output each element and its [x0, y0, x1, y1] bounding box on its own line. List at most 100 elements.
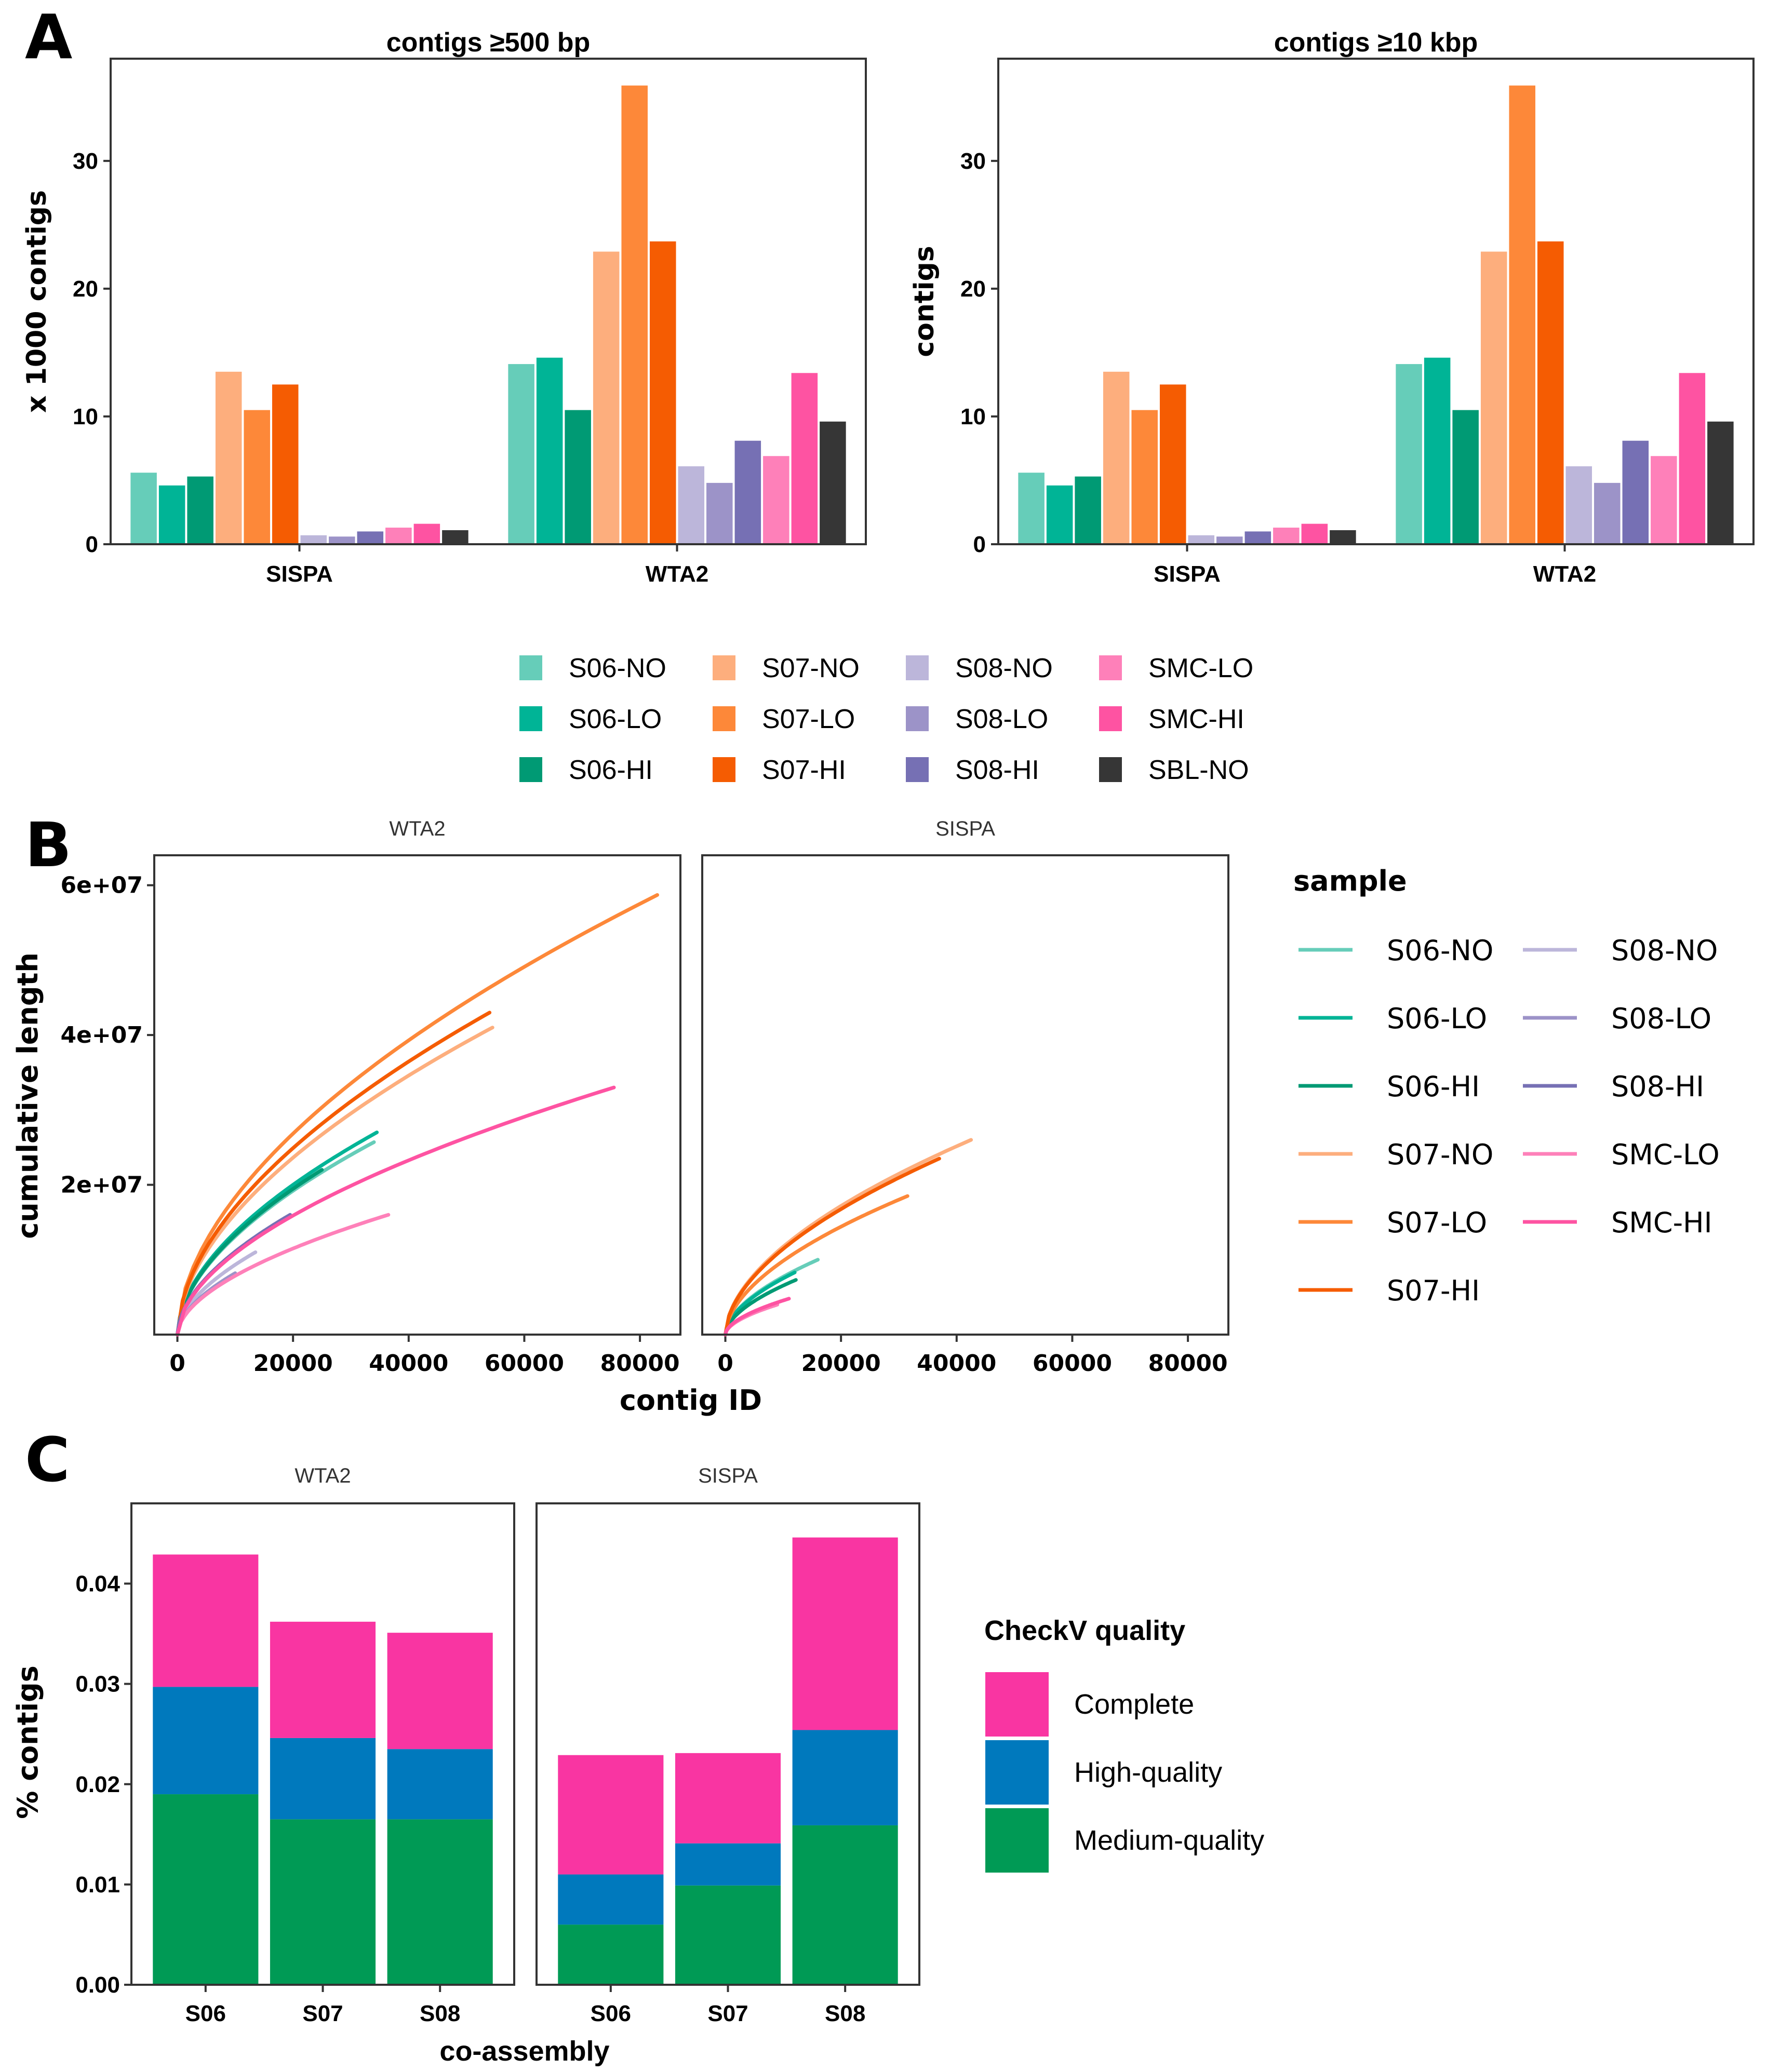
- bar-smc-hi-wta2: [791, 373, 818, 544]
- line-s08-no: [176, 1250, 258, 1337]
- bar-s08-hi-sispa: [1244, 531, 1271, 544]
- plot-frame: [110, 58, 867, 545]
- bar-segment-high-quality-s07: [675, 1843, 781, 1886]
- bar-smc-hi-sispa: [413, 523, 440, 544]
- bar-segment-complete-s08: [387, 1633, 493, 1750]
- y-tick-label: 2e+07: [60, 1172, 143, 1199]
- x-axis-label: co-assembly: [439, 2036, 609, 2067]
- y-tick-label: 0: [86, 532, 98, 557]
- x-tick-label: S06: [591, 2001, 631, 2026]
- legend-swatch-sbl-no: [1099, 757, 1122, 782]
- bar-segment-complete-s07: [675, 1753, 781, 1844]
- bar-segment-medium-quality-s07: [675, 1885, 781, 1985]
- x-tick-label: S07: [302, 2001, 343, 2026]
- x-tick-label: 80000: [1148, 1350, 1228, 1377]
- panel-label-c: C: [25, 1424, 70, 1496]
- bar-s08-lo-sispa: [1216, 536, 1243, 544]
- bar-sbl-no-wta2: [820, 421, 846, 544]
- y-tick-label: 0.04: [75, 1571, 120, 1597]
- bar-smc-hi-wta2: [1679, 373, 1706, 544]
- plot-frame: [536, 1502, 920, 1986]
- y-axis-label: x 1000 contigs: [21, 190, 52, 413]
- bar-s07-lo-sispa: [244, 410, 270, 544]
- legend-swatch-s08-lo: [906, 706, 929, 731]
- y-tick-label: 6e+07: [60, 872, 143, 899]
- facet-strip-title: WTA2: [389, 817, 445, 840]
- legend-swatch-high-quality: [985, 1740, 1049, 1805]
- legend-label: S06-HI: [1387, 1070, 1480, 1103]
- legend-label: S08-HI: [955, 755, 1039, 785]
- legend-swatch-s08-hi: [906, 757, 929, 782]
- bar-segment-medium-quality-s06: [558, 1925, 664, 1985]
- line-smc-hi: [176, 1085, 616, 1337]
- x-tick-label: 20000: [801, 1350, 881, 1377]
- legend-swatch-s06-no: [519, 655, 542, 680]
- bar-s06-lo-wta2: [1424, 357, 1451, 544]
- legend-label: S06-NO: [569, 653, 666, 683]
- bar-s07-no-wta2: [593, 251, 620, 545]
- bar-s08-no-sispa: [1188, 535, 1215, 544]
- legend-label: S08-HI: [1611, 1070, 1704, 1103]
- legend-label: High-quality: [1074, 1757, 1222, 1788]
- panel-label-a: A: [25, 1, 72, 73]
- line-s06-hi: [176, 1168, 324, 1337]
- panel-label-b: B: [25, 809, 72, 881]
- bar-s07-lo-sispa: [1131, 410, 1158, 544]
- legend-label: S07-HI: [762, 755, 846, 785]
- x-tick-label: S07: [707, 2001, 748, 2026]
- bar-s06-no-wta2: [508, 364, 534, 544]
- x-tick-label: 20000: [253, 1350, 333, 1377]
- y-tick-label: 20: [960, 276, 986, 302]
- y-tick-label: 0.03: [75, 1672, 120, 1697]
- legend-label: S06-NO: [1387, 934, 1493, 967]
- bar-segment-high-quality-s08: [792, 1730, 898, 1825]
- y-axis-label: % contigs: [11, 1665, 44, 1819]
- y-axis-label: contigs: [909, 246, 940, 357]
- bar-s07-lo-wta2: [621, 85, 648, 545]
- bar-s07-hi-sispa: [1159, 384, 1186, 544]
- legend-swatch-s07-lo: [713, 706, 735, 731]
- x-axis-label: contig ID: [620, 1384, 762, 1417]
- y-tick-label: 0.01: [75, 1872, 120, 1898]
- bar-smc-lo-sispa: [1273, 528, 1300, 544]
- bar-s07-hi-wta2: [649, 241, 676, 545]
- panel-title: contigs ≥10 kbp: [1274, 28, 1478, 58]
- bar-s07-lo-wta2: [1509, 85, 1535, 545]
- legend-label: SMC-LO: [1148, 653, 1253, 683]
- panel-b: WTA2 0 20000 40000 60000 80000 2e+07 4e+07 6e+07…: [11, 817, 1229, 1417]
- bar-s08-no-sispa: [300, 535, 327, 544]
- legend-label: SMC-HI: [1611, 1206, 1712, 1239]
- y-tick-label: 10: [73, 404, 98, 429]
- line-s07-no: [724, 1138, 973, 1337]
- x-tick-label: 40000: [917, 1350, 996, 1377]
- x-tick-label: S08: [825, 2001, 865, 2026]
- x-tick-label: SISPA: [266, 561, 333, 587]
- bar-sbl-no-sispa: [442, 530, 468, 544]
- bar-smc-lo-wta2: [1651, 456, 1677, 544]
- bar-sbl-no-sispa: [1330, 530, 1356, 544]
- legend-label: SBL-NO: [1148, 755, 1249, 785]
- legend-label: S07-HI: [1387, 1274, 1480, 1307]
- x-tick-label: S06: [185, 2001, 226, 2026]
- x-tick-label: SISPA: [1154, 561, 1221, 587]
- legend-label: S07-LO: [1387, 1206, 1487, 1239]
- bar-smc-lo-wta2: [763, 456, 789, 544]
- bar-s06-hi-sispa: [187, 476, 213, 544]
- bar-segment-complete-s06: [558, 1755, 664, 1875]
- panel-c: WTA2 0.00 0.01 0.02 0.03 0.04 S06 S07 S08 SISPA S0…: [11, 1464, 920, 2067]
- bar-s08-no-wta2: [678, 466, 705, 544]
- bar-s06-no-sispa: [130, 473, 157, 544]
- legend-label: SMC-LO: [1611, 1138, 1720, 1171]
- bar-s06-lo-sispa: [1046, 485, 1073, 544]
- bar-s06-lo-wta2: [536, 357, 563, 544]
- bar-segment-high-quality-s06: [558, 1874, 664, 1925]
- facet-strip-title: SISPA: [698, 1464, 758, 1487]
- legend-swatch-medium-quality: [985, 1808, 1049, 1873]
- bar-segment-medium-quality-s08: [792, 1825, 898, 1985]
- y-tick-label: 4e+07: [60, 1022, 143, 1048]
- x-tick-label: 60000: [485, 1350, 564, 1377]
- legend-label: S06-HI: [569, 755, 653, 785]
- bar-s06-no-wta2: [1396, 364, 1422, 544]
- x-tick-label: 40000: [369, 1350, 448, 1377]
